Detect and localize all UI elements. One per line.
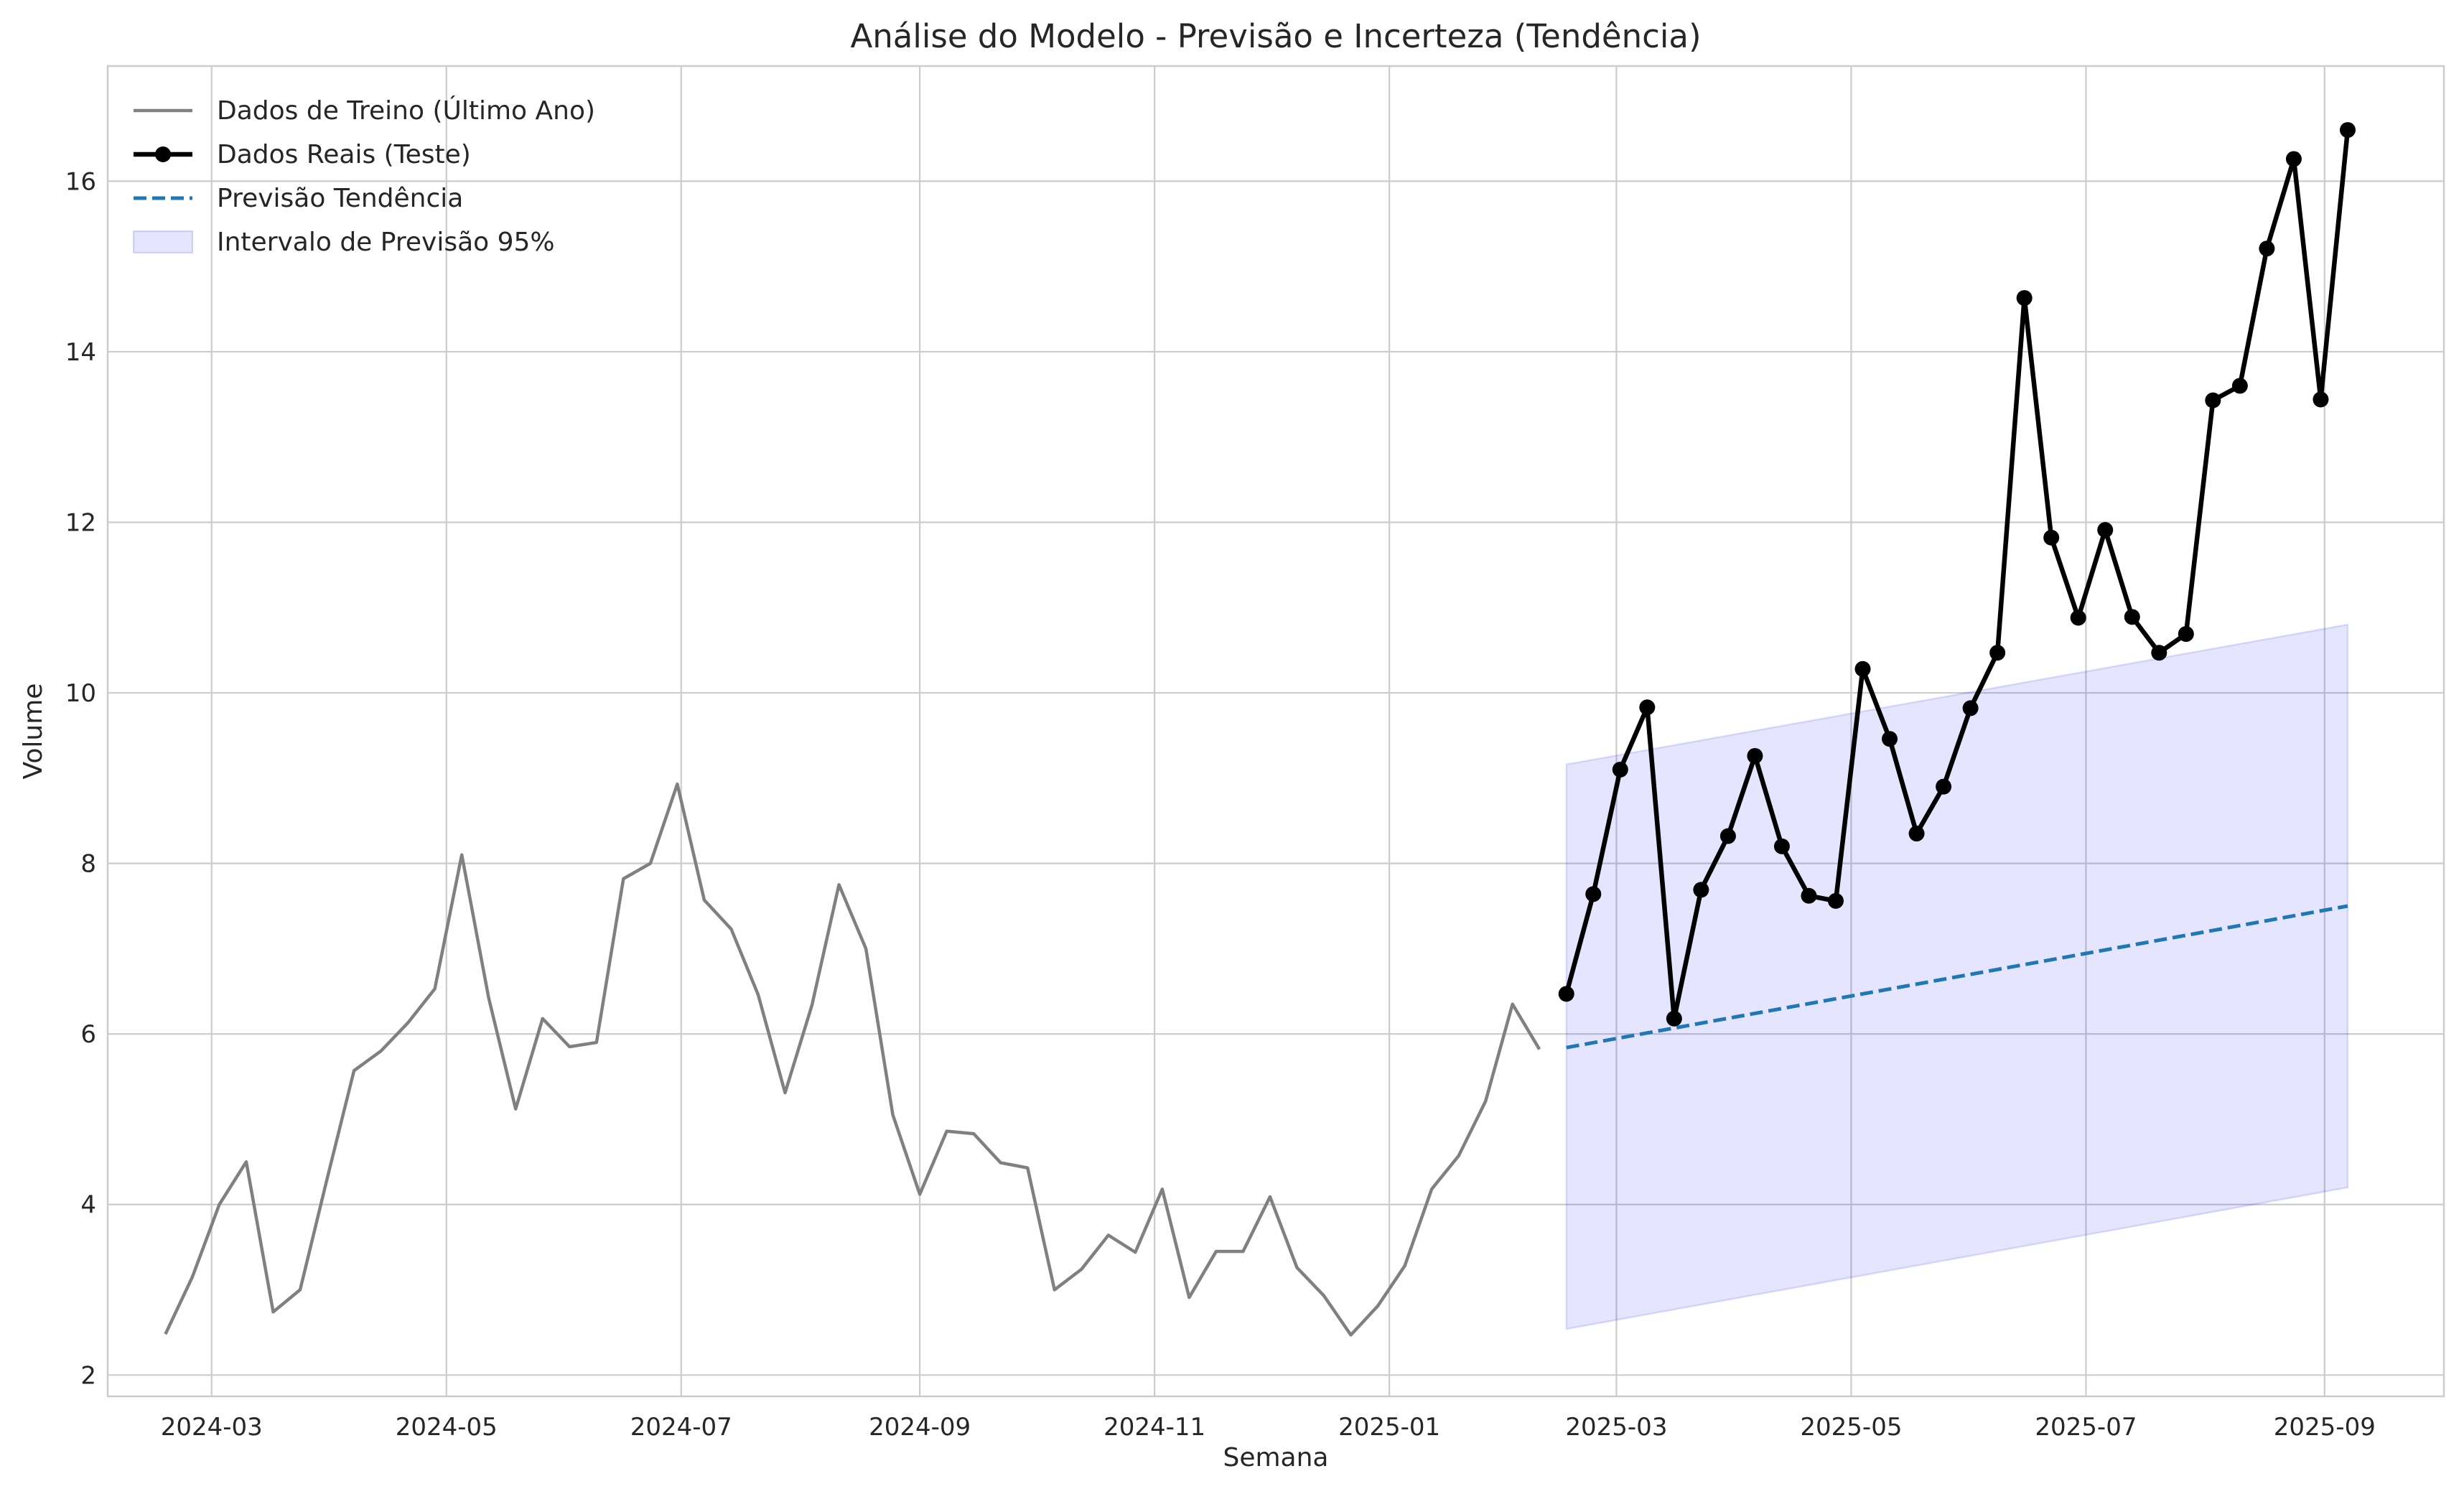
actual-data-point (1666, 1010, 1682, 1027)
chart-title: Análise do Modelo - Previsão e Incerteza… (850, 17, 1701, 55)
y-tick-label: 10 (65, 679, 96, 708)
actual-data-point (1854, 660, 1871, 677)
legend-label: Dados de Treino (Último Ano) (217, 95, 595, 126)
y-tick-label: 16 (65, 167, 96, 196)
legend-label: Previsão Tendência (217, 184, 463, 213)
actual-data-point (2070, 610, 2086, 626)
legend: Dados de Treino (Último Ano) Dados Reais … (133, 95, 595, 257)
plot-frame (106, 65, 2445, 1398)
y-tick-label: 2 (80, 1361, 96, 1390)
actual-data-point (1936, 778, 1952, 795)
actual-data-point (1827, 892, 1844, 909)
actual-data-point (1773, 838, 1790, 854)
actual-data-point (1693, 882, 1709, 898)
x-tick-labels: 2024-03 2024-05 2024-07 2024-09 2024-11 2025-… (161, 1413, 2376, 1442)
actual-data-point (2124, 609, 2140, 625)
y-tick-label: 8 (80, 850, 96, 879)
actual-data-point (2151, 645, 2167, 661)
actual-data-point (2259, 241, 2275, 257)
x-tick-label: 2025-07 (2035, 1413, 2137, 1442)
trend-forecast-line (1566, 904, 2348, 1050)
x-tick-label: 2024-09 (869, 1413, 971, 1442)
x-tick-label: 2024-11 (1103, 1413, 1205, 1442)
x-tick-label: 2024-03 (161, 1413, 263, 1442)
actual-data-point (1908, 826, 1925, 842)
actual-data-point (2231, 378, 2248, 394)
series-layer (164, 122, 2356, 1337)
actual-data-point (2205, 392, 2221, 408)
actual-data-point (1558, 986, 1574, 1002)
y-tick-label: 12 (65, 508, 96, 537)
x-tick-label: 2024-05 (396, 1413, 498, 1442)
y-axis-label: Volume (19, 683, 48, 780)
grid-lines (108, 66, 2444, 1396)
y-tick-labels: 2 4 6 8 10 12 14 16 (65, 167, 96, 1390)
x-tick-label: 2024-07 (630, 1413, 732, 1442)
actual-data-point (1747, 747, 1763, 764)
legend-swatch-band (133, 230, 193, 253)
y-tick-label: 6 (80, 1020, 96, 1049)
actual-data-point (1585, 886, 1602, 902)
x-axis-label: Semana (1223, 1443, 1328, 1472)
y-tick-label: 14 (65, 338, 96, 367)
actual-data-point (2285, 151, 2302, 167)
plot-area (108, 66, 2444, 1396)
actual-data-point (1989, 645, 2006, 661)
legend-swatch-marker (155, 146, 171, 162)
x-tick-label: 2025-09 (2274, 1413, 2376, 1442)
legend-label: Dados Reais (Teste) (217, 140, 471, 169)
actual-data-point (1639, 699, 1656, 716)
x-tick-label: 2025-05 (1800, 1413, 1902, 1442)
actual-data-point (2313, 391, 2329, 408)
y-tick-label: 4 (80, 1191, 96, 1220)
actual-data-point (2016, 290, 2033, 307)
actual-data-point (1612, 761, 1628, 778)
actual-data-point (2178, 626, 2194, 643)
actual-data-point (1962, 700, 1979, 716)
actual-data-point (2339, 122, 2356, 139)
x-tick-label: 2025-01 (1338, 1413, 1440, 1442)
actual-data-point (2043, 529, 2060, 546)
actual-data-point (1719, 828, 1736, 844)
training-data-line (164, 782, 1541, 1337)
legend-label: Intervalo de Previsão 95% (217, 228, 555, 257)
actual-data-point (1801, 887, 1817, 904)
x-tick-label: 2025-03 (1565, 1413, 1667, 1442)
actual-data-point (1882, 731, 1898, 747)
actual-data-point (2097, 522, 2114, 538)
